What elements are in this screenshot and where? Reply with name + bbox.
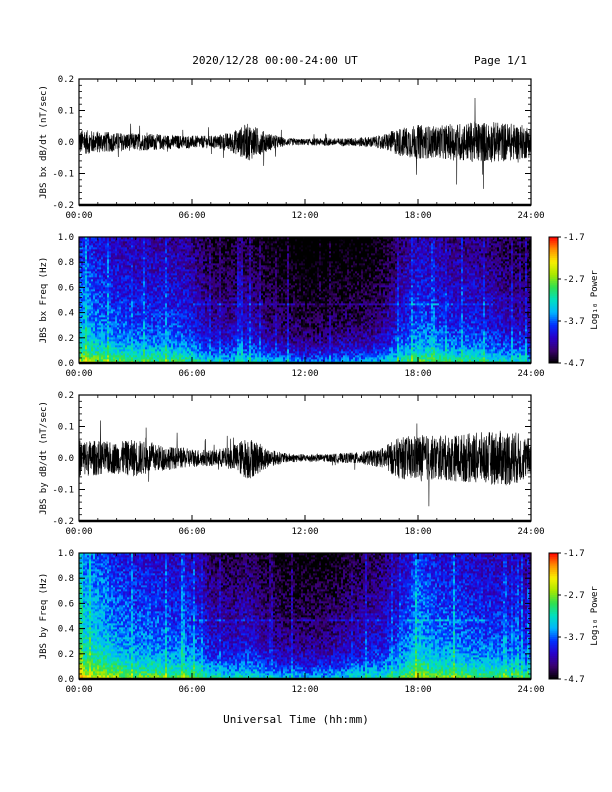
panels: 0.20.10.0-0.1-0.200:00 06:00 12:00 18:00 24:…	[39, 75, 600, 695]
x-tick-label: 00:00	[65, 369, 92, 379]
x-tick-label: 24:00	[517, 527, 544, 537]
y-axis-label: JBS by dB/dt (nT/sec)	[39, 401, 49, 515]
colorbar-label: Log₁₀ Power	[590, 586, 600, 646]
colorbar-tick-label: -1.7	[563, 549, 585, 559]
x-tick-label: 00:00	[65, 527, 92, 537]
x-tick-label: 12:00	[291, 211, 318, 221]
x-tick-label: 00:00	[65, 685, 92, 695]
y-tick-label: 0.0	[58, 359, 74, 369]
y-tick-label: 1.0	[58, 549, 74, 559]
panel-2: -1.7 -2.7 -3.7 -4.7 Log₁₀ Power 1.0 0.8 0.6 0.4 0…	[39, 233, 600, 379]
panel-4: -1.7 -2.7 -3.7 -4.7 Log₁₀ Power 1.0 0.8 0.6 0.4 0…	[39, 549, 600, 695]
panel-3: 0.2 0.1 0.0 -0.1 -0.200:00 06:00 12:00 18:00 24:…	[39, 391, 545, 537]
colorbar-tick-label: -4.7	[563, 359, 585, 369]
y-tick-label: 0.2	[58, 391, 74, 401]
colorbar-tick-label: -4.7	[563, 675, 585, 685]
panel-1: 0.2 0.1 0.0 -0.1 -0.200:00 06:00 12:00 18:00 24:…	[39, 75, 545, 221]
x-tick-label: 12:00	[291, 369, 318, 379]
y-tick-label: -0.1	[52, 170, 74, 180]
y-axis-label: JBS bx Freq (Hz)	[39, 257, 49, 344]
y-tick-label: 0.1	[58, 423, 74, 433]
x-tick-label: 06:00	[178, 369, 205, 379]
x-tick-label: 06:00	[178, 685, 205, 695]
colorbar: -1.7 -2.7 -3.7 -4.7 Log₁₀ Power	[549, 549, 600, 685]
x-tick-label: 12:00	[291, 527, 318, 537]
colorbar-tick-label: -3.7	[563, 633, 585, 643]
colorbar-tick-label: -3.7	[563, 317, 585, 327]
y-tick-label: 0.4	[58, 309, 74, 319]
x-axis-label: Universal Time (hh:mm)	[223, 713, 369, 726]
y-tick-label: 0.2	[58, 334, 74, 344]
y-axis-label: JBS bx dB/dt (nT/sec)	[39, 85, 49, 199]
x-tick-label: 06:00	[178, 527, 205, 537]
waveform-line	[79, 421, 531, 507]
x-tick-label: 18:00	[404, 369, 431, 379]
x-tick-label: 24:00	[517, 685, 544, 695]
colorbar-label: Log₁₀ Power	[590, 270, 600, 330]
colorbar-tick-label: -1.7	[563, 233, 585, 243]
x-tick-label: 18:00	[404, 685, 431, 695]
y-tick-label: 0.2	[58, 650, 74, 660]
x-tick-label: 00:00	[65, 211, 92, 221]
y-tick-label: 0.6	[58, 599, 74, 609]
x-tick-label: 06:00	[178, 211, 205, 221]
page-title: 2020/12/28 00:00-24:00 UT	[192, 54, 358, 67]
y-tick-label: 0.8	[58, 258, 74, 268]
y-tick-label: 0.0	[58, 454, 74, 464]
colorbar-tick-label: -2.7	[563, 275, 585, 285]
y-tick-label: 0.0	[58, 675, 74, 685]
waveform-line	[79, 98, 531, 189]
y-tick-label: 0.6	[58, 283, 74, 293]
spectrogram-cells	[79, 237, 531, 363]
y-tick-label: 0.1	[58, 107, 74, 117]
y-tick-label: 0.4	[58, 625, 74, 635]
x-tick-label: 18:00	[404, 211, 431, 221]
y-tick-label: 0.2	[58, 75, 74, 85]
y-tick-label: -0.2	[52, 517, 74, 527]
y-tick-label: 0.8	[58, 574, 74, 584]
spectrogram-cells	[79, 553, 531, 679]
y-tick-label: -0.1	[52, 486, 74, 496]
y-tick-label: -0.2	[52, 201, 74, 211]
page-number: Page 1/1	[474, 54, 527, 67]
x-tick-label: 12:00	[291, 685, 318, 695]
x-tick-label: 24:00	[517, 211, 544, 221]
x-tick-label: 24:00	[517, 369, 544, 379]
y-tick-label: 1.0	[58, 233, 74, 243]
x-tick-label: 18:00	[404, 527, 431, 537]
colorbar: -1.7 -2.7 -3.7 -4.7 Log₁₀ Power	[549, 233, 600, 369]
colorbar-tick-label: -2.7	[563, 591, 585, 601]
y-tick-label: 0.0	[58, 138, 74, 148]
y-axis-label: JBS by Freq (Hz)	[39, 573, 49, 660]
